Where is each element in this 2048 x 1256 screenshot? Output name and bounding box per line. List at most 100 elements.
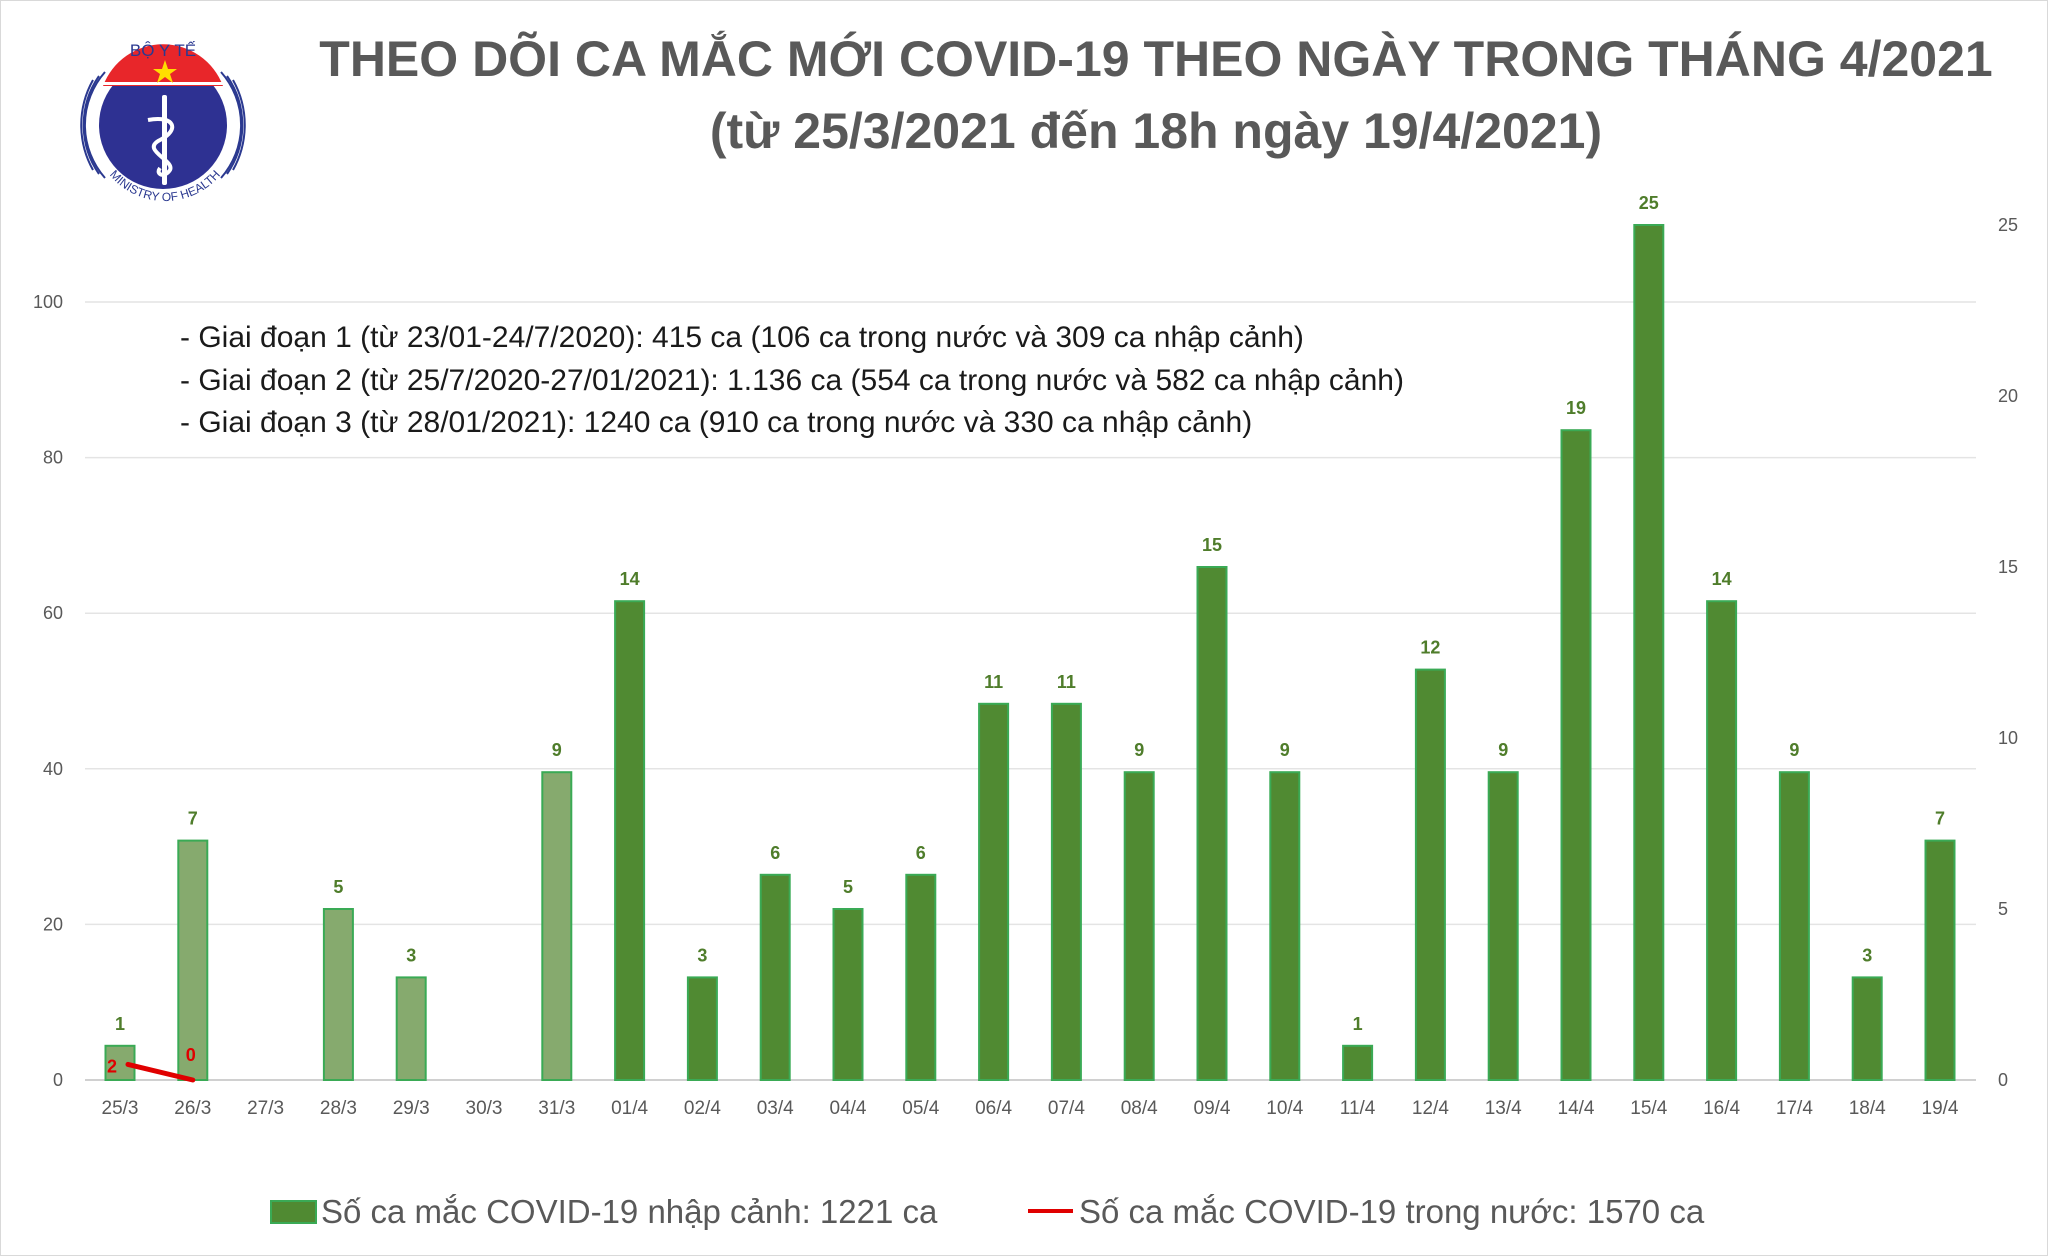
line-data-label: 2 <box>107 1056 117 1076</box>
bar-data-label: 9 <box>1498 740 1508 760</box>
star-icon <box>153 60 177 83</box>
note-phase-3: - Giai đoạn 3 (từ 28/01/2021): 1240 ca (… <box>180 406 1252 439</box>
left-axis-tick: 80 <box>43 448 63 468</box>
x-axis-tick: 13/4 <box>1485 1098 1522 1119</box>
x-axis-tick: 17/4 <box>1776 1098 1813 1119</box>
bar-04/4 <box>832 908 864 1081</box>
bar-19/4 <box>1924 839 1956 1081</box>
x-axis-tick: 27/3 <box>247 1098 284 1119</box>
bar-data-label: 6 <box>770 843 780 863</box>
note-phase-2: - Giai đoạn 2 (từ 25/7/2020-27/01/2021):… <box>180 364 1404 397</box>
x-axis-tick: 06/4 <box>975 1098 1012 1119</box>
bar-data-label: 1 <box>1353 1014 1363 1034</box>
bar-14/4 <box>1560 429 1592 1081</box>
bar-data-label: 9 <box>1280 740 1290 760</box>
x-axis-tick: 16/4 <box>1703 1098 1740 1119</box>
x-axis-tick: 12/4 <box>1412 1098 1449 1119</box>
line-data-label: 0 <box>186 1045 196 1065</box>
bar-28/3 <box>322 908 354 1081</box>
domestic-cases-line <box>125 1061 196 1083</box>
bar-data-label: 1 <box>115 1014 125 1034</box>
bar-11/4 <box>1342 1044 1374 1082</box>
x-axis-tick: 03/4 <box>757 1098 794 1119</box>
bar-07/4 <box>1050 702 1082 1081</box>
right-axis-tick: 0 <box>1998 1070 2008 1090</box>
bar-data-label: 9 <box>1789 740 1799 760</box>
x-axis-tick: 10/4 <box>1266 1098 1303 1119</box>
title-line-1: THEO DÕI CA MẮC MỚI COVID-19 THEO NGÀY T… <box>319 30 1992 87</box>
bar-01/4 <box>614 600 646 1081</box>
bar-12/4 <box>1414 668 1446 1081</box>
bar-02/4 <box>686 976 718 1082</box>
right-axis-tick: 20 <box>1998 386 2018 406</box>
bar-03/4 <box>759 873 791 1081</box>
bar-09/4 <box>1196 566 1228 1081</box>
bar-data-label: 9 <box>552 740 562 760</box>
x-axis-tick: 18/4 <box>1849 1098 1886 1119</box>
bar-data-label: 6 <box>916 843 926 863</box>
title-line-2: (từ 25/3/2021 đến 18h ngày 19/4/2021) <box>710 103 1602 159</box>
bar-data-label: 7 <box>188 809 198 829</box>
bar-data-label: 19 <box>1566 398 1586 418</box>
x-axis-tick: 14/4 <box>1558 1098 1595 1119</box>
bar-data-label: 14 <box>1712 569 1732 589</box>
bar-17/4 <box>1778 771 1810 1081</box>
x-axis-tick: 11/4 <box>1340 1098 1376 1119</box>
left-axis-tick: 40 <box>43 759 63 779</box>
bar-18/4 <box>1851 976 1883 1082</box>
bar-31/3 <box>541 771 573 1081</box>
bar-15/4 <box>1633 224 1665 1081</box>
left-axis-tick: 60 <box>43 603 63 623</box>
x-axis-tick: 07/4 <box>1048 1098 1085 1119</box>
bar-data-label: 15 <box>1202 535 1222 555</box>
logo-text-top: BỘ Y TẾ <box>130 41 196 60</box>
x-axis-tick: 04/4 <box>830 1098 867 1119</box>
legend-bar-swatch <box>270 1200 317 1224</box>
x-axis-tick: 31/3 <box>538 1098 575 1119</box>
right-axis-tick: 15 <box>1998 557 2018 577</box>
snake-staff-icon <box>147 117 175 177</box>
x-axis-tick: 09/4 <box>1194 1098 1231 1119</box>
bar-data-label: 11 <box>1057 672 1076 692</box>
bar-data-label: 3 <box>697 945 707 965</box>
right-axis-tick: 5 <box>1998 899 2008 919</box>
bar-16/4 <box>1706 600 1738 1081</box>
bar-data-label: 11 <box>984 672 1003 692</box>
x-axis-tick: 25/3 <box>102 1098 139 1119</box>
bar-data-label: 5 <box>843 877 853 897</box>
bar-data-label: 14 <box>620 569 640 589</box>
x-axis-tick: 19/4 <box>1922 1098 1959 1119</box>
x-axis-tick: 26/3 <box>174 1098 211 1119</box>
bar-data-label: 3 <box>1862 945 1872 965</box>
bar-data-label: 25 <box>1639 193 1659 213</box>
note-phase-1: - Giai đoạn 1 (từ 23/01-24/7/2020): 415 … <box>180 321 1304 354</box>
x-axis-tick: 01/4 <box>611 1098 648 1119</box>
bar-data-label: 7 <box>1935 809 1945 829</box>
right-axis-tick: 25 <box>1998 215 2018 235</box>
bar-05/4 <box>905 873 937 1081</box>
left-axis-tick: 0 <box>53 1070 63 1090</box>
bar-13/4 <box>1487 771 1519 1081</box>
bar-29/3 <box>395 976 427 1082</box>
bar-data-label: 12 <box>1420 638 1440 658</box>
bar-08/4 <box>1123 771 1155 1081</box>
left-axis-tick: 100 <box>33 292 63 312</box>
bar-10/4 <box>1269 771 1301 1081</box>
bar-06/4 <box>978 702 1010 1081</box>
legend-bar-label: Số ca mắc COVID-19 nhập cảnh: 1221 ca <box>321 1193 938 1230</box>
x-axis-tick: 08/4 <box>1121 1098 1158 1119</box>
legend-line-label: Số ca mắc COVID-19 trong nước: 1570 ca <box>1079 1193 1705 1230</box>
left-axis-tick: 20 <box>43 914 63 934</box>
right-axis-tick: 10 <box>1998 728 2018 748</box>
x-axis-tick: 29/3 <box>393 1098 430 1119</box>
x-axis-tick: 02/4 <box>684 1098 721 1119</box>
x-axis-tick: 28/3 <box>320 1098 357 1119</box>
bar-data-label: 3 <box>406 945 416 965</box>
logo: BỘ Y TẾ MINISTRY OF HEALTH <box>80 41 246 204</box>
x-axis-tick: 15/4 <box>1630 1098 1667 1119</box>
legend: Số ca mắc COVID-19 nhập cảnh: 1221 ca Số… <box>270 1193 1705 1230</box>
bar-data-label: 5 <box>333 877 343 897</box>
bar-data-label: 9 <box>1134 740 1144 760</box>
x-axis-tick: 30/3 <box>466 1098 503 1119</box>
